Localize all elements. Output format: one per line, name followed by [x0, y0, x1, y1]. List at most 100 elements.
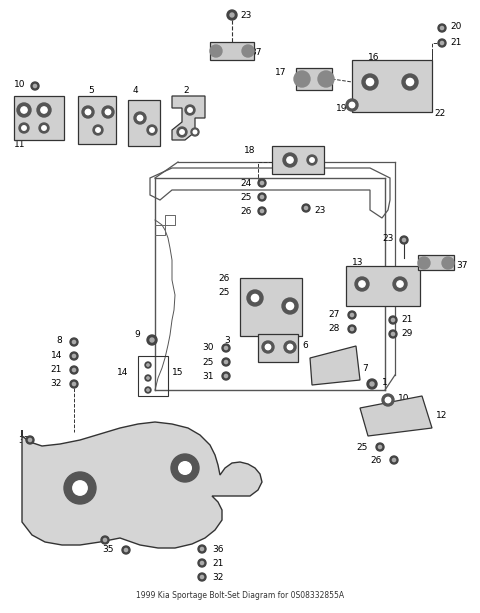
Circle shape [378, 446, 382, 449]
Circle shape [441, 26, 444, 29]
Circle shape [258, 193, 266, 201]
Circle shape [346, 99, 358, 111]
Bar [138, 356, 168, 396]
Circle shape [349, 102, 355, 108]
Circle shape [242, 45, 254, 57]
Circle shape [288, 345, 293, 349]
Circle shape [39, 123, 49, 133]
Text: 14: 14 [117, 368, 128, 376]
Text: 26: 26 [218, 273, 230, 283]
Text: 32: 32 [50, 378, 62, 387]
Circle shape [137, 115, 143, 121]
Circle shape [72, 368, 75, 371]
Polygon shape [310, 346, 360, 385]
Text: 4: 4 [133, 85, 139, 94]
Circle shape [210, 45, 222, 57]
Polygon shape [22, 422, 262, 548]
Circle shape [348, 325, 356, 333]
Text: 5: 5 [88, 85, 94, 94]
Circle shape [294, 71, 310, 87]
Circle shape [150, 128, 154, 132]
Text: 25: 25 [357, 443, 368, 452]
Bar [210, 42, 254, 60]
Circle shape [93, 125, 103, 135]
Text: 10: 10 [14, 80, 25, 88]
Circle shape [85, 109, 91, 115]
Circle shape [348, 311, 356, 319]
Circle shape [72, 340, 75, 344]
Circle shape [72, 354, 75, 357]
Circle shape [147, 389, 149, 391]
Text: 24: 24 [241, 178, 252, 188]
Circle shape [72, 383, 75, 386]
Circle shape [287, 157, 293, 163]
Circle shape [258, 207, 266, 215]
Text: 21: 21 [401, 314, 412, 324]
Circle shape [407, 78, 414, 86]
Text: 14: 14 [50, 351, 62, 359]
Bar [14, 96, 64, 140]
Circle shape [260, 196, 264, 199]
Circle shape [103, 538, 107, 542]
Circle shape [70, 352, 78, 360]
Text: 10: 10 [398, 394, 409, 403]
Text: 23: 23 [240, 10, 252, 20]
Circle shape [302, 204, 310, 212]
Text: 19: 19 [336, 104, 348, 113]
Circle shape [171, 454, 199, 482]
Text: 17: 17 [275, 67, 287, 77]
Polygon shape [172, 96, 205, 140]
Bar [128, 100, 160, 146]
Circle shape [252, 294, 259, 302]
Text: 11: 11 [14, 140, 25, 148]
Circle shape [145, 387, 151, 393]
Text: 7: 7 [362, 364, 368, 373]
Text: 37: 37 [456, 261, 468, 270]
Circle shape [34, 85, 36, 88]
Circle shape [122, 546, 130, 554]
Text: 3: 3 [224, 335, 230, 345]
Circle shape [145, 362, 151, 368]
Text: 8: 8 [56, 335, 62, 345]
Circle shape [385, 397, 391, 403]
Bar [240, 278, 302, 336]
Circle shape [179, 462, 192, 474]
Circle shape [96, 128, 100, 132]
Text: 35: 35 [103, 546, 114, 555]
Circle shape [64, 472, 96, 504]
Text: 34: 34 [82, 533, 93, 543]
Circle shape [185, 105, 195, 115]
Bar [418, 255, 454, 270]
Text: 1999 Kia Sportage Bolt-Set Diagram for 0S08332855A: 1999 Kia Sportage Bolt-Set Diagram for 0… [136, 591, 344, 600]
Circle shape [350, 327, 354, 330]
Circle shape [198, 559, 206, 567]
Circle shape [350, 313, 354, 316]
Circle shape [393, 277, 407, 291]
Circle shape [389, 330, 397, 338]
Circle shape [17, 103, 31, 117]
Text: 29: 29 [401, 329, 412, 338]
Circle shape [70, 366, 78, 374]
Circle shape [145, 375, 151, 381]
Circle shape [260, 210, 264, 213]
Text: 25: 25 [203, 357, 214, 367]
Circle shape [230, 13, 234, 17]
Circle shape [283, 153, 297, 167]
Circle shape [391, 332, 395, 335]
Circle shape [438, 39, 446, 47]
Circle shape [193, 130, 197, 134]
Bar [346, 266, 420, 306]
Circle shape [150, 338, 154, 342]
Bar [78, 96, 116, 144]
Circle shape [389, 316, 397, 324]
Text: 37: 37 [250, 47, 262, 56]
Bar [296, 68, 332, 90]
Circle shape [198, 545, 206, 553]
Circle shape [382, 394, 394, 406]
Circle shape [147, 364, 149, 366]
Circle shape [201, 562, 204, 565]
Text: 1: 1 [382, 378, 388, 387]
Circle shape [442, 257, 454, 269]
Circle shape [370, 382, 374, 386]
Circle shape [367, 379, 377, 389]
